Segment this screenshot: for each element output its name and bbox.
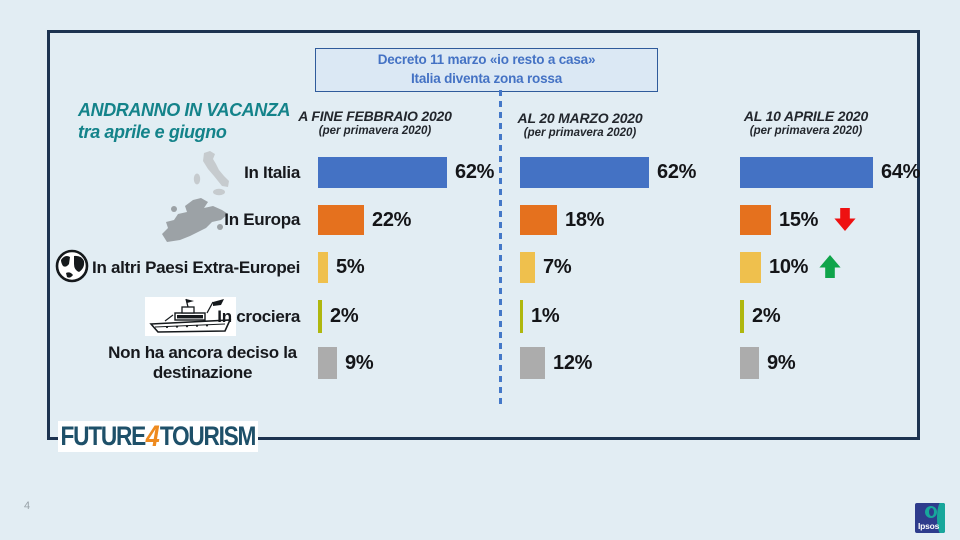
italy-map-icon [193, 151, 229, 196]
bar-value: 2% [330, 305, 359, 327]
dashed-separator-line [499, 90, 502, 405]
bar-series-2 [520, 300, 523, 333]
row-label: In Italia [244, 162, 300, 182]
bar-value: 9% [345, 351, 374, 374]
ipsos-logo-dot-inner [929, 508, 934, 516]
bar-value: 1% [531, 305, 560, 327]
bar-value: 12% [553, 351, 593, 374]
row-label: In altri Paesi Extra-Europei [92, 257, 300, 277]
bar-value: 62% [455, 161, 495, 183]
bar-value: 22% [372, 208, 412, 231]
chart-title-line1: ANDRANNO IN VACANZA [78, 100, 291, 120]
bar-series-1 [318, 347, 337, 379]
decree-annotation-box: Decreto 11 marzo «io resto a casa» Itali… [315, 48, 658, 92]
bar-value: 62% [657, 161, 697, 183]
ipsos-logo: Ipsos [915, 503, 945, 533]
column-subtitle: (per primavera 2020) [749, 125, 863, 137]
logo-four-text: 4 [145, 419, 160, 453]
column-header-february: A FINE FEBBRAIO 2020 (per primavera 2020… [290, 108, 460, 137]
bar-value: 10% [769, 256, 809, 278]
row-label: Non ha ancora deciso la destinazione [108, 343, 297, 382]
row-label: In Europa [224, 210, 300, 229]
row-label: In crociera [217, 306, 300, 326]
chart-title: ANDRANNO IN VACANZA tra aprile e giugno [78, 100, 290, 143]
cruise-ship-icon [145, 297, 236, 336]
bar-value: 2% [752, 305, 781, 327]
bar-series-2 [520, 157, 649, 188]
bar-value: 7% [543, 256, 572, 278]
bar-series-3 [740, 300, 744, 333]
column-title: A FINE FEBBRAIO 2020 [298, 108, 452, 124]
column-title: AL 20 MARZO 2020 [517, 110, 643, 126]
globe-icon [55, 249, 89, 283]
bar-value: 5% [336, 256, 365, 278]
bar-series-3 [740, 252, 761, 283]
bar-value: 15% [779, 208, 819, 231]
page-number: 4 [24, 500, 31, 512]
bar-series-2 [520, 205, 557, 235]
bar-value: 9% [767, 351, 796, 374]
bar-series-1 [318, 157, 447, 188]
column-subtitle: (per primavera 2020) [318, 125, 432, 137]
bar-value: 64% [881, 161, 921, 183]
logo-tourism-text: TOURISM [159, 421, 257, 451]
decree-line1: Decreto 11 marzo «io resto a casa» [377, 52, 596, 68]
bar-series-1 [318, 300, 322, 333]
future4tourism-logo: FUTURE 4 TOURISM [58, 419, 258, 453]
bar-value: 18% [565, 208, 605, 231]
ipsos-logo-accent [937, 503, 945, 533]
chart-title-line2: tra aprile e giugno [78, 121, 227, 142]
ipsos-logo-wordmark: Ipsos [918, 521, 940, 531]
bar-series-2 [520, 252, 535, 283]
column-header-march: AL 20 MARZO 2020 (per primavera 2020) [505, 110, 655, 139]
bar-series-3 [740, 157, 873, 188]
bar-series-1 [318, 252, 328, 283]
bar-series-3 [740, 205, 771, 235]
column-subtitle: (per primavera 2020) [523, 127, 637, 139]
content-card-border [47, 30, 920, 440]
decree-line2: Italia diventa zona rossa [410, 71, 563, 86]
bar-series-1 [318, 205, 364, 235]
column-title: AL 10 APRILE 2020 [743, 108, 869, 124]
trend-up-icon [819, 254, 841, 279]
trend-down-icon [834, 207, 856, 232]
europe-map-icon [162, 198, 228, 242]
column-header-april: AL 10 APRILE 2020 (per primavera 2020) [726, 108, 886, 137]
logo-future-text: FUTURE [60, 421, 147, 451]
bar-series-2 [520, 347, 545, 379]
bar-series-3 [740, 347, 759, 379]
